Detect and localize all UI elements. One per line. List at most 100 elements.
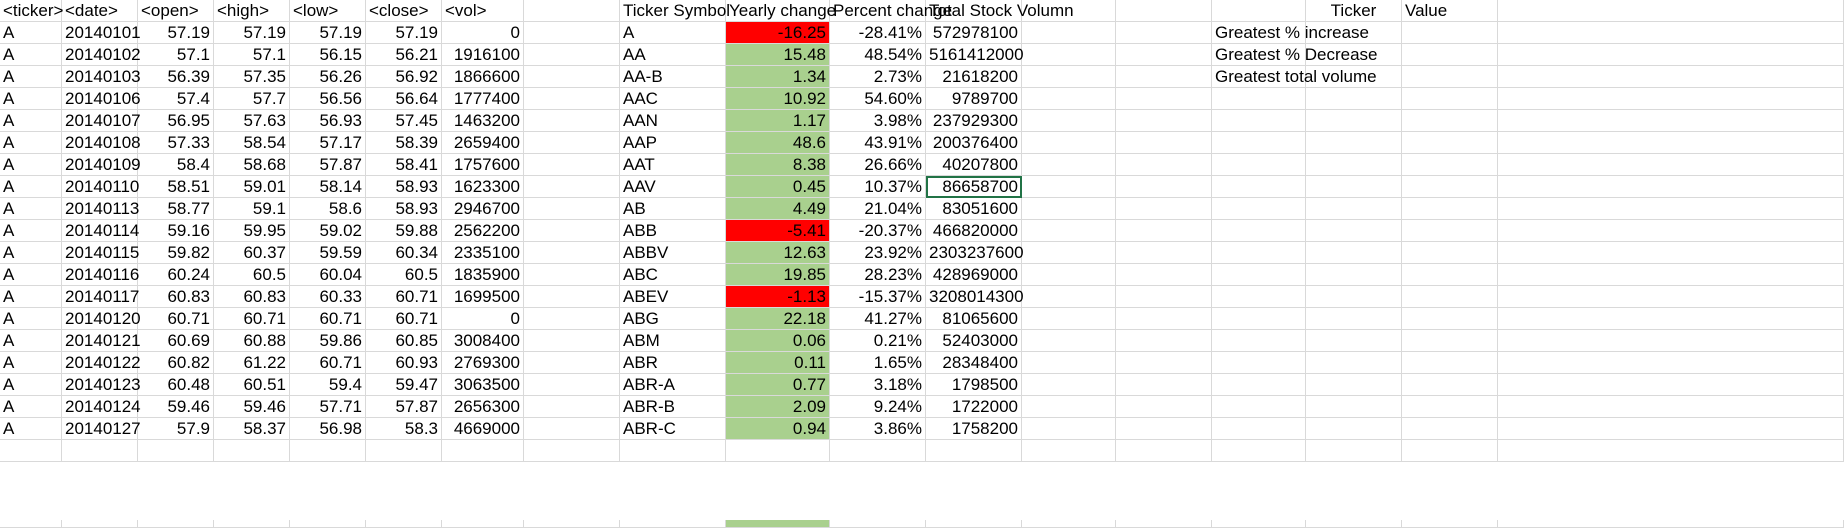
cell[interactable]	[1116, 374, 1212, 396]
data-cell[interactable]: 59.02	[290, 220, 366, 242]
cell[interactable]	[1116, 22, 1212, 44]
yearly-change-cell[interactable]: 48.6	[726, 132, 830, 154]
data-cell[interactable]: 1623300	[442, 176, 524, 198]
total-volume-cell[interactable]: 2303237600	[926, 242, 1024, 264]
ticker-symbol-cell[interactable]: ABR-A	[620, 374, 726, 396]
header-cell[interactable]: Value	[1402, 0, 1498, 22]
cell[interactable]	[138, 520, 214, 528]
greatest-label-cell[interactable]: Greatest total volume	[1212, 66, 1377, 88]
data-cell[interactable]: 57.63	[214, 110, 290, 132]
cell[interactable]	[1022, 374, 1116, 396]
cell[interactable]	[1306, 242, 1402, 264]
data-cell[interactable]: 20140122	[62, 352, 141, 374]
cell[interactable]	[1022, 352, 1116, 374]
total-volume-cell[interactable]: 83051600	[926, 198, 1022, 220]
data-cell[interactable]: 60.83	[138, 286, 214, 308]
yearly-change-cell[interactable]: -5.41	[726, 220, 830, 242]
data-cell[interactable]: A	[0, 308, 62, 330]
ticker-symbol-cell[interactable]: AAV	[620, 176, 726, 198]
cell[interactable]	[1116, 418, 1212, 440]
data-cell[interactable]: 56.64	[366, 88, 442, 110]
data-cell[interactable]: 58.54	[214, 132, 290, 154]
data-cell[interactable]: 1777400	[442, 88, 524, 110]
cell[interactable]	[1116, 440, 1212, 462]
cell[interactable]	[1022, 44, 1116, 66]
data-cell[interactable]: 4669000	[442, 418, 524, 440]
cell[interactable]	[524, 132, 620, 154]
cell[interactable]	[0, 520, 62, 528]
total-volume-cell[interactable]: 428969000	[926, 264, 1022, 286]
total-volume-cell[interactable]: 466820000	[926, 220, 1022, 242]
cell[interactable]	[1402, 44, 1498, 66]
data-cell[interactable]: 20140113	[62, 198, 139, 220]
cell[interactable]	[1212, 88, 1306, 110]
header-cell[interactable]	[524, 0, 620, 22]
header-cell[interactable]: <date>	[62, 0, 138, 22]
cell[interactable]	[1212, 110, 1306, 132]
percent-change-cell[interactable]: 28.23%	[830, 264, 926, 286]
cell[interactable]	[1022, 520, 1116, 528]
data-cell[interactable]: 0	[442, 308, 524, 330]
cell[interactable]	[290, 440, 366, 462]
cell[interactable]	[1022, 22, 1116, 44]
yearly-change-cell[interactable]: 10.92	[726, 88, 830, 110]
data-cell[interactable]: 56.92	[366, 66, 442, 88]
yearly-change-cell[interactable]: 0.94	[726, 418, 830, 440]
cell[interactable]	[926, 440, 1022, 462]
total-volume-cell[interactable]: 237929300	[926, 110, 1022, 132]
cell[interactable]	[1116, 198, 1212, 220]
total-volume-cell[interactable]: 28348400	[926, 352, 1022, 374]
data-cell[interactable]: 57.71	[290, 396, 366, 418]
cell[interactable]	[620, 440, 726, 462]
cell[interactable]	[0, 440, 62, 462]
cell[interactable]	[524, 110, 620, 132]
data-cell[interactable]: A	[0, 352, 62, 374]
data-cell[interactable]: 57.1	[214, 44, 290, 66]
data-cell[interactable]: 60.51	[214, 374, 290, 396]
cell[interactable]	[1402, 374, 1498, 396]
data-cell[interactable]: 20140120	[62, 308, 141, 330]
cell[interactable]	[1306, 264, 1402, 286]
cell[interactable]	[1498, 440, 1844, 462]
cell[interactable]	[62, 440, 138, 462]
data-cell[interactable]: 56.21	[366, 44, 442, 66]
cell[interactable]	[1212, 330, 1306, 352]
total-volume-cell[interactable]: 21618200	[926, 66, 1022, 88]
cell[interactable]	[830, 440, 926, 462]
data-cell[interactable]: 56.98	[290, 418, 366, 440]
data-cell[interactable]: 56.93	[290, 110, 366, 132]
data-cell[interactable]: 58.93	[366, 198, 442, 220]
cell[interactable]	[1498, 520, 1844, 528]
header-cell[interactable]	[1022, 0, 1116, 22]
yearly-change-cell[interactable]: 15.48	[726, 44, 830, 66]
cell[interactable]	[214, 440, 290, 462]
cell[interactable]	[1116, 88, 1212, 110]
cell[interactable]	[1498, 418, 1844, 440]
yearly-change-cell[interactable]: 1.34	[726, 66, 830, 88]
data-cell[interactable]: A	[0, 44, 62, 66]
cell[interactable]	[1306, 352, 1402, 374]
data-cell[interactable]: A	[0, 286, 62, 308]
percent-change-cell[interactable]: 2.73%	[830, 66, 926, 88]
cell[interactable]	[1116, 110, 1212, 132]
data-cell[interactable]: A	[0, 242, 62, 264]
data-cell[interactable]: 60.71	[366, 286, 442, 308]
percent-change-cell[interactable]: 3.18%	[830, 374, 926, 396]
header-cell[interactable]	[1212, 0, 1306, 22]
cell[interactable]	[1022, 66, 1116, 88]
percent-change-cell[interactable]: 23.92%	[830, 242, 926, 264]
cell[interactable]	[1022, 308, 1116, 330]
cell[interactable]	[524, 176, 620, 198]
percent-change-cell[interactable]: -28.41%	[830, 22, 926, 44]
cell[interactable]	[1306, 176, 1402, 198]
cell[interactable]	[1306, 220, 1402, 242]
cell[interactable]	[1306, 286, 1402, 308]
data-cell[interactable]: 60.88	[214, 330, 290, 352]
cell[interactable]	[1306, 154, 1402, 176]
cell[interactable]	[1498, 330, 1844, 352]
cell[interactable]	[524, 66, 620, 88]
percent-change-cell[interactable]: -20.37%	[830, 220, 926, 242]
data-cell[interactable]: 57.19	[366, 22, 442, 44]
cell[interactable]	[1022, 286, 1116, 308]
data-cell[interactable]: 1757600	[442, 154, 524, 176]
